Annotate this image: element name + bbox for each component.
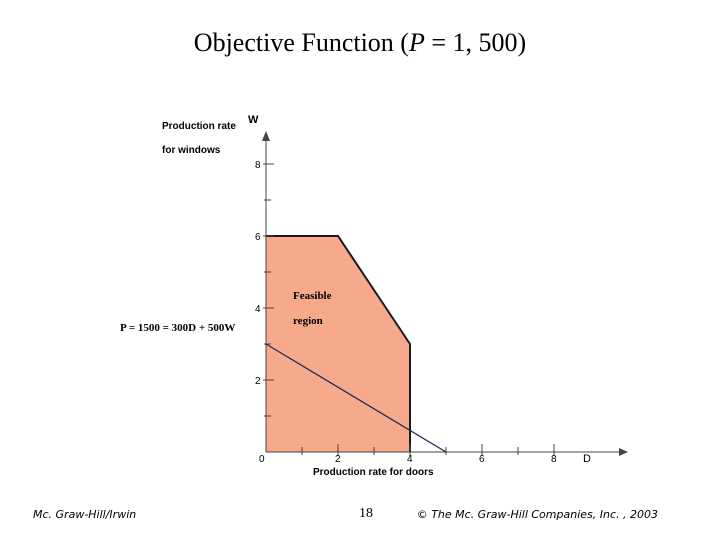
- y-tick-labels: 2 4 6 8: [255, 160, 261, 387]
- y-axis-letter: W: [248, 114, 259, 126]
- feasible-region-label-line2: region: [293, 315, 323, 327]
- objective-line-label: P = 1500 = 300D + 500W: [120, 322, 235, 334]
- x-axis-arrowhead: [619, 448, 628, 456]
- title-variable: P: [408, 28, 425, 57]
- y-tick-label: 2: [255, 376, 261, 387]
- footer-page-number: 18: [359, 506, 373, 521]
- y-tick-label: 4: [255, 304, 261, 315]
- title-prefix: Objective Function (: [193, 28, 409, 57]
- slide-title: Objective Function (P = 1, 500): [0, 28, 720, 58]
- x-tick-label: 6: [479, 454, 485, 465]
- x-tick-label: 0: [259, 454, 265, 465]
- footer-copyright: © The Mc. Graw-Hill Companies, Inc. , 20…: [416, 508, 658, 521]
- footer-publisher: Mc. Graw-Hill/Irwin: [33, 508, 137, 521]
- title-suffix: = 1, 500): [424, 28, 527, 57]
- x-tick-label: 2: [335, 454, 341, 465]
- x-tick-label: 4: [407, 454, 413, 465]
- feasible-region-boundary: [266, 235, 411, 452]
- x-tick-labels: 0 2 4 6 8: [259, 454, 557, 465]
- y-axis-ticks: [263, 163, 274, 417]
- y-axis-label-line1: Production rate: [162, 121, 236, 132]
- feasible-region-label-line1: Feasible: [293, 290, 332, 302]
- y-axis-arrowhead: [262, 131, 270, 141]
- x-axis-label: Production rate for doors: [313, 467, 434, 478]
- feasible-region: [266, 236, 410, 452]
- objective-function-line: [265, 343, 447, 453]
- x-tick-label: 8: [551, 454, 557, 465]
- y-axis-label-line2: for windows: [162, 145, 221, 156]
- y-tick-label: 8: [255, 160, 261, 171]
- x-axis-ticks: [301, 444, 555, 456]
- y-tick-label: 6: [255, 232, 261, 243]
- x-axis-letter: D: [583, 453, 591, 465]
